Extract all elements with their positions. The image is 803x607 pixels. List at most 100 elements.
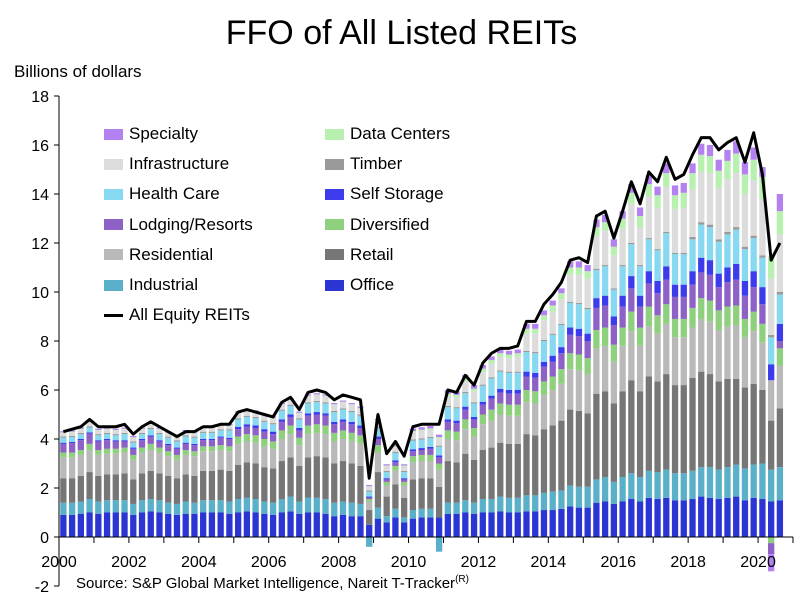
x-tick-label: 2020 [740, 554, 776, 571]
bar-segment-self-storage-2001Q2 [103, 439, 111, 441]
bar-segment-retail-2017Q2 [663, 374, 670, 470]
bar-segment-lodging-resorts-2010Q1 [409, 451, 417, 457]
bar-segment-health-care-2017Q4 [680, 254, 687, 285]
source-note: Source: S&P Global Market Intelligence, … [76, 574, 469, 592]
bar-segment-infrastructure-2007Q4 [331, 404, 338, 411]
bar-segment-diversified-2000Q2 [68, 452, 76, 458]
bar-segment-industrial-2016Q2 [628, 473, 635, 500]
bar-segment-lodging-resorts-2007Q3 [322, 415, 329, 426]
bar-segment-specialty-2011Q4 [470, 385, 478, 389]
bar-segment-industrial-2019Q2 [733, 464, 740, 497]
legend-label: Residential [129, 244, 214, 264]
bar-segment-health-care-2020Q1 [759, 257, 766, 288]
bar-segment-timber-2019Q1 [724, 231, 731, 235]
bar-segment-industrial-2020Q2 [768, 469, 775, 502]
bar-segment-retail-2006Q3 [287, 457, 294, 497]
bar-segment-industrial-2015Q3 [601, 476, 609, 502]
bar-segment-infrastructure-2019Q1 [724, 179, 731, 232]
y-tick-label: -2 [35, 579, 49, 596]
bar-segment-diversified-2006Q1 [269, 441, 277, 449]
bar-segment-office-2012Q3 [497, 511, 504, 537]
bar-segment-lodging-resorts-2001Q4 [121, 441, 128, 448]
bar-segment-office-2004Q1 [200, 512, 207, 537]
bar-segment-self-storage-2018Q3 [706, 260, 714, 275]
bar-segment-lodging-resorts-2018Q3 [706, 274, 714, 301]
bar-segment-infrastructure-2005Q4 [261, 415, 268, 421]
bar-segment-industrial-2014Q4 [575, 486, 583, 508]
bar-segment-infrastructure-2005Q2 [243, 410, 251, 416]
bar-segment-self-storage-2013Q2 [523, 371, 530, 377]
bar-segment-data-centers-2016Q1 [619, 218, 626, 229]
bar-segment-timber-2003Q1 [165, 436, 172, 438]
bar-segment-office-2004Q4 [226, 513, 233, 537]
bar-segment-timber-2009Q2 [383, 470, 390, 473]
bar-segment-retail-2012Q4 [505, 443, 513, 498]
bar-segment-industrial-2014Q2 [558, 490, 565, 509]
bar-segment-health-care-2008Q2 [348, 412, 355, 422]
bar-segment-industrial-2004Q2 [208, 500, 216, 513]
bar-segment-residential-2014Q1 [549, 390, 556, 426]
bar-segment-timber-2003Q4 [191, 436, 198, 438]
bar-segment-residential-2008Q1 [339, 439, 347, 462]
bar-segment-industrial-2013Q4 [540, 492, 548, 511]
bar-segment-office-2010Q4 [435, 517, 443, 537]
bar-segment-office-2002Q4 [156, 512, 163, 537]
bar-segment-self-storage-2005Q1 [234, 426, 242, 430]
bar-segment-office-2017Q1 [654, 499, 661, 537]
bar-segment-self-storage-2001Q3 [112, 440, 119, 442]
y-tick-label: 12 [31, 236, 49, 253]
bar-segment-infrastructure-2019Q3 [741, 194, 749, 247]
bar-segment-retail-2015Q3 [601, 391, 609, 477]
bar-segment-self-storage-2009Q4 [401, 478, 408, 480]
bar-segment-self-storage-2007Q4 [331, 421, 338, 425]
legend-label: Retail [350, 244, 394, 264]
bar-segment-office-2010Q3 [427, 517, 434, 537]
bar-segment-infrastructure-2001Q3 [112, 430, 119, 435]
bar-segment-self-storage-2007Q3 [322, 413, 329, 416]
bar-segment-health-care-2012Q1 [479, 385, 486, 402]
bar-segment-specialty-2019Q2 [733, 141, 740, 154]
bar-segment-retail-2015Q1 [584, 413, 591, 487]
legend-item-retail: Retail [325, 245, 393, 265]
bar-segment-specialty-2013Q4 [540, 310, 548, 316]
bar-segment-self-storage-2016Q1 [619, 295, 626, 307]
bar-segment-timber-2000Q1 [60, 436, 67, 438]
bar-segment-infrastructure-2019Q2 [733, 173, 740, 228]
bar-segment-health-care-2001Q1 [95, 435, 102, 441]
bar-segment-data-centers-2014Q1 [549, 305, 556, 312]
bar-segment-infrastructure-2011Q2 [453, 397, 460, 408]
bar-segment-retail-2006Q1 [269, 468, 277, 503]
bar-segment-diversified-2001Q3 [112, 448, 119, 454]
bar-segment-lodging-resorts-2001Q1 [95, 441, 102, 451]
bar-segment-infrastructure-2012Q3 [497, 356, 504, 371]
bar-segment-health-care-2001Q2 [103, 434, 111, 439]
bar-segment-timber-2016Q2 [628, 243, 635, 245]
bar-segment-diversified-2012Q4 [505, 404, 513, 416]
bar-segment-diversified-2015Q1 [584, 358, 591, 375]
bar-segment-infrastructure-2003Q4 [191, 432, 198, 437]
bar-segment-lodging-resorts-2006Q3 [287, 416, 294, 426]
bar-segment-self-storage-2018Q4 [715, 273, 722, 288]
bar-segment-residential-2004Q2 [208, 451, 216, 471]
legend-label: Lodging/Resorts [129, 214, 253, 234]
bar-segment-retail-2005Q2 [243, 462, 251, 498]
bar-segment-office-2010Q2 [418, 517, 425, 537]
bar-segment-diversified-2017Q3 [671, 318, 679, 338]
bar-segment-self-storage-2011Q4 [470, 416, 478, 420]
bar-segment-specialty-2017Q3 [671, 185, 679, 196]
bar-segment-office-2004Q3 [217, 512, 224, 537]
bar-segment-office-2016Q4 [645, 497, 652, 537]
bar-segment-infrastructure-2018Q3 [706, 173, 714, 225]
bar-segment-office-2006Q2 [278, 512, 285, 537]
bar-segment-health-care-2007Q4 [331, 412, 338, 422]
bar-segment-specialty-2013Q3 [532, 323, 539, 329]
bar-segment-residential-2007Q4 [331, 441, 338, 464]
bar-segment-office-2009Q2 [383, 522, 390, 537]
bar-segment-lodging-resorts-2002Q2 [138, 440, 146, 448]
bar-segment-office-2012Q4 [505, 512, 513, 537]
bar-segment-industrial-2010Q1 [409, 510, 417, 519]
bar-segment-diversified-2018Q1 [689, 307, 696, 328]
legend-swatch [325, 249, 344, 261]
bar-segment-retail-2002Q4 [156, 473, 163, 501]
